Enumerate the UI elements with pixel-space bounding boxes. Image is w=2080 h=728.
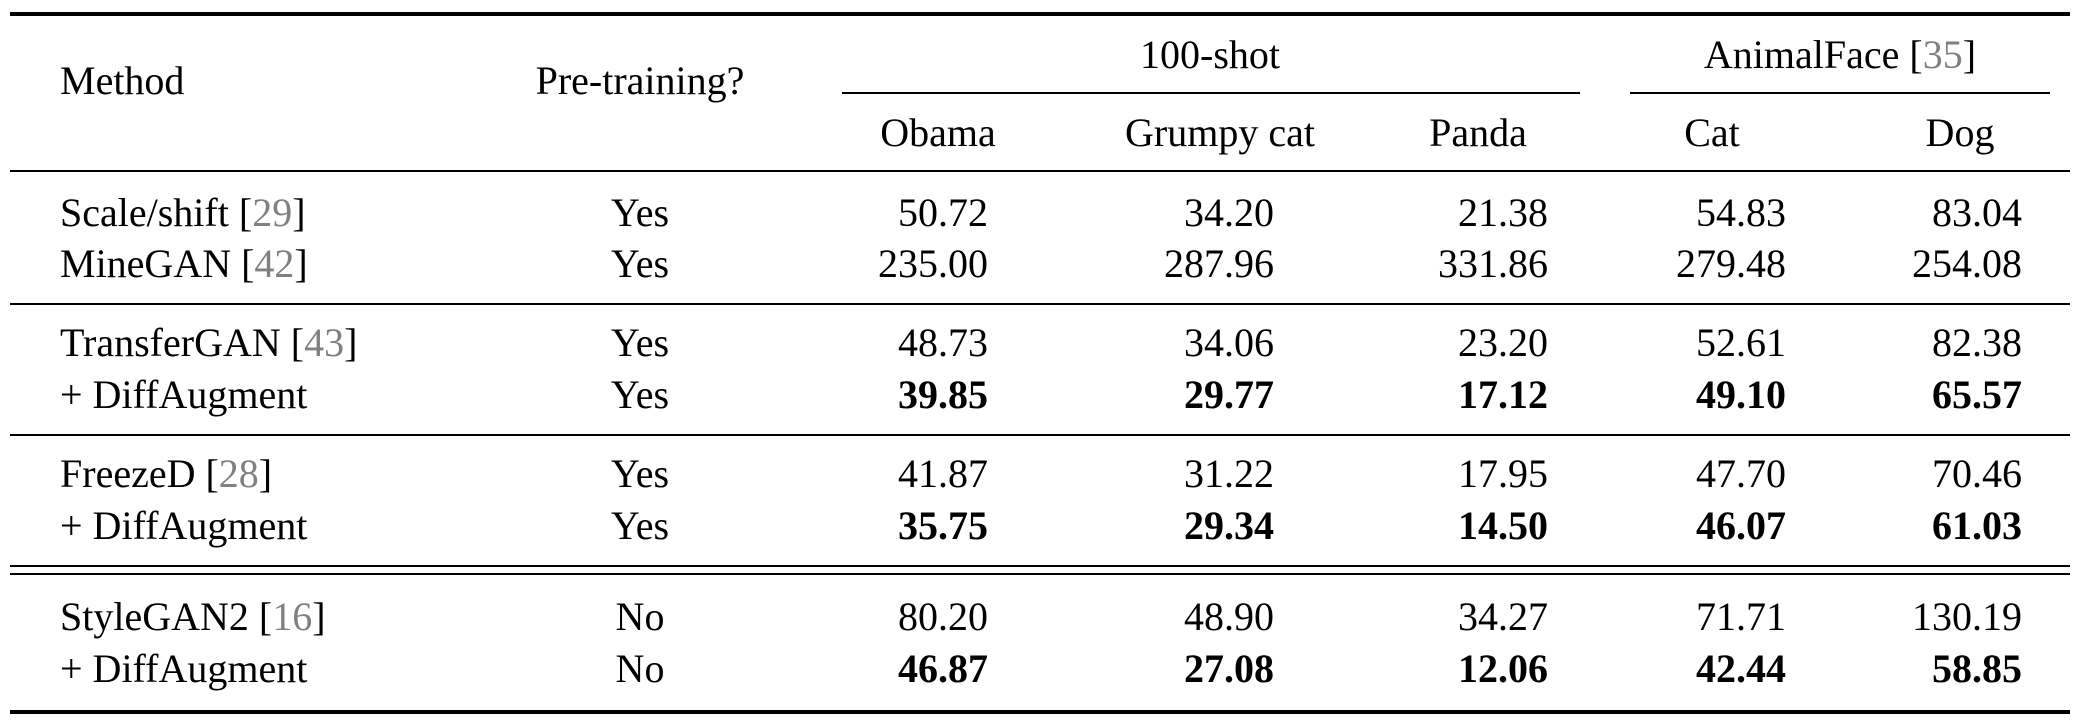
- pretraining-cell: No: [615, 646, 665, 691]
- pretraining-cell: Yes: [610, 241, 670, 286]
- value-cell: 130.19: [1912, 594, 2022, 639]
- value-cell: 58.85: [1932, 646, 2022, 691]
- group-rule-1: [10, 303, 2070, 305]
- citation-ref: 42: [254, 241, 295, 286]
- value-cell: 54.83: [1696, 190, 1786, 235]
- group-rule-100shot: [842, 92, 1580, 94]
- value-cell: 71.71: [1696, 594, 1786, 639]
- pretraining-cell: Yes: [610, 451, 670, 496]
- value-cell: 27.08: [1184, 646, 1274, 691]
- value-cell: 331.86: [1438, 241, 1548, 286]
- method-cell: + DiffAugment: [60, 503, 307, 549]
- value-cell: 39.85: [898, 372, 988, 417]
- bottom-rule: [10, 710, 2070, 714]
- header-method: Method: [60, 58, 185, 103]
- citation-ref: 29: [252, 190, 293, 235]
- method-cell: Scale/shift [29]: [60, 190, 306, 235]
- citation-ref: 43: [304, 320, 345, 365]
- method-name: StyleGAN2: [60, 594, 249, 639]
- value-cell: 42.44: [1696, 646, 1786, 691]
- method-name: MineGAN: [60, 241, 232, 286]
- value-cell: 48.73: [898, 320, 988, 365]
- value-cell: 35.75: [898, 503, 988, 548]
- value-cell: 52.61: [1696, 320, 1786, 365]
- method-cell: + DiffAugment: [60, 372, 307, 418]
- value-cell: 34.06: [1184, 320, 1274, 365]
- column-header-dog: Dog: [1925, 110, 1995, 155]
- method-name: TransferGAN: [60, 320, 281, 365]
- method-cell: + DiffAugment: [60, 646, 307, 692]
- value-cell: 46.87: [898, 646, 988, 691]
- column-header-grumpy-cat: Grumpy cat: [1125, 110, 1315, 155]
- citation-ref: 28: [218, 451, 259, 496]
- value-cell: 41.87: [898, 451, 988, 496]
- value-cell: 48.90: [1184, 594, 1274, 639]
- double-rule-upper: [10, 565, 2070, 567]
- pretraining-cell: No: [615, 594, 665, 639]
- pretraining-cell: Yes: [610, 503, 670, 548]
- header-animalface: AnimalFace [35]: [1703, 32, 1977, 77]
- value-cell: 83.04: [1932, 190, 2022, 235]
- value-cell: 17.12: [1458, 372, 1548, 417]
- method-name: + DiffAugment: [60, 646, 308, 691]
- method-name: + DiffAugment: [60, 372, 308, 417]
- value-cell: 254.08: [1912, 241, 2022, 286]
- value-cell: 279.48: [1676, 241, 1786, 286]
- value-cell: 23.20: [1458, 320, 1548, 365]
- value-cell: 29.34: [1184, 503, 1274, 548]
- header-100shot: 100-shot: [1140, 32, 1280, 77]
- double-rule-lower: [10, 573, 2070, 575]
- value-cell: 47.70: [1696, 451, 1786, 496]
- column-header-cat: Cat: [1684, 110, 1740, 155]
- method-cell: StyleGAN2 [16]: [60, 594, 326, 639]
- pretraining-cell: Yes: [610, 372, 670, 417]
- value-cell: 21.38: [1458, 190, 1548, 235]
- value-cell: 235.00: [878, 241, 988, 286]
- method-cell: TransferGAN [43]: [60, 320, 358, 365]
- citation-ref: 35: [1922, 32, 1963, 77]
- column-header-obama: Obama: [880, 110, 996, 155]
- header-animalface-label: AnimalFace: [1703, 32, 1900, 77]
- method-name: + DiffAugment: [60, 503, 308, 548]
- method-name: Scale/shift: [60, 190, 229, 235]
- value-cell: 50.72: [898, 190, 988, 235]
- column-header-panda: Panda: [1429, 110, 1527, 155]
- pretraining-cell: Yes: [610, 190, 670, 235]
- pretraining-cell: Yes: [610, 320, 670, 365]
- value-cell: 17.95: [1458, 451, 1548, 496]
- header-pretraining: Pre-training?: [535, 58, 745, 103]
- value-cell: 31.22: [1184, 451, 1274, 496]
- citation-ref: 16: [272, 594, 313, 639]
- method-cell: FreezeD [28]: [60, 451, 273, 496]
- value-cell: 287.96: [1164, 241, 1274, 286]
- value-cell: 14.50: [1458, 503, 1548, 548]
- group-rule-animalface: [1630, 92, 2050, 94]
- top-rule: [10, 12, 2070, 16]
- value-cell: 49.10: [1696, 372, 1786, 417]
- group-rule-2: [10, 434, 2070, 436]
- value-cell: 12.06: [1458, 646, 1548, 691]
- header-rule: [10, 170, 2070, 172]
- value-cell: 29.77: [1184, 372, 1274, 417]
- method-cell: MineGAN [42]: [60, 241, 308, 286]
- method-name: FreezeD: [60, 451, 196, 496]
- value-cell: 61.03: [1932, 503, 2022, 548]
- value-cell: 46.07: [1696, 503, 1786, 548]
- value-cell: 80.20: [898, 594, 988, 639]
- value-cell: 65.57: [1932, 372, 2022, 417]
- value-cell: 34.20: [1184, 190, 1274, 235]
- value-cell: 70.46: [1932, 451, 2022, 496]
- value-cell: 82.38: [1932, 320, 2022, 365]
- value-cell: 34.27: [1458, 594, 1548, 639]
